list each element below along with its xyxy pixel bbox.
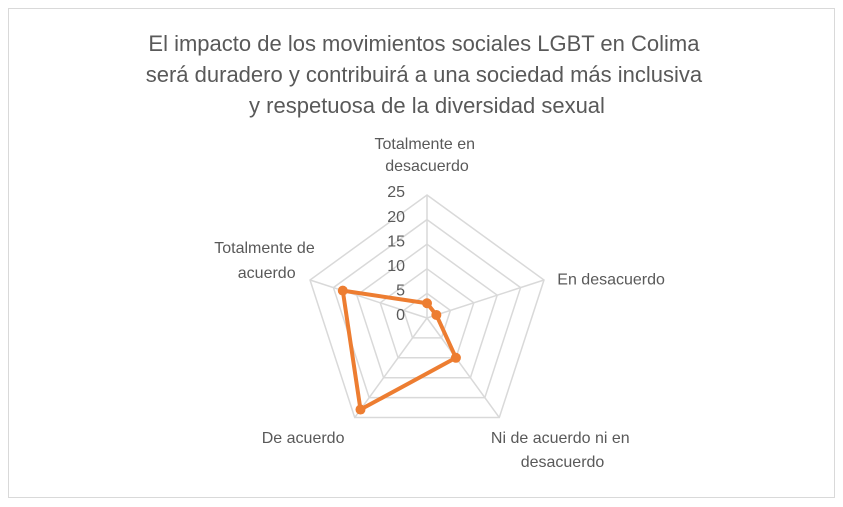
spoke — [426, 279, 545, 319]
spoke — [354, 317, 428, 418]
tick-label: 10 — [387, 258, 405, 275]
marker — [355, 404, 366, 415]
tick-label: 20 — [387, 209, 405, 226]
marker — [450, 352, 461, 363]
category-label: Totalmente en desacuerdo — [375, 136, 480, 175]
chart-title: El impacto de los movimientos sociales L… — [146, 31, 709, 118]
spoke — [309, 279, 428, 319]
category-label: Ni de acuerdo ni en desacuerdo — [491, 430, 634, 471]
category-label: En desacuerdo — [557, 272, 665, 289]
tick-label: 5 — [396, 283, 405, 300]
grid-ring — [355, 243, 499, 379]
grid-ring — [402, 292, 452, 339]
chart-border — [8, 8, 835, 498]
grid-ring — [309, 194, 545, 419]
marker — [431, 309, 442, 320]
grid-ring — [332, 218, 522, 399]
tick-label: 15 — [387, 233, 405, 250]
tick-label: 0 — [396, 307, 405, 324]
marker — [422, 298, 432, 309]
category-label: Totalmente de acuerdo — [214, 240, 319, 282]
marker — [337, 285, 348, 296]
tick-label: 25 — [387, 184, 405, 201]
spoke — [426, 317, 500, 418]
category-label: De acuerdo — [262, 430, 345, 447]
